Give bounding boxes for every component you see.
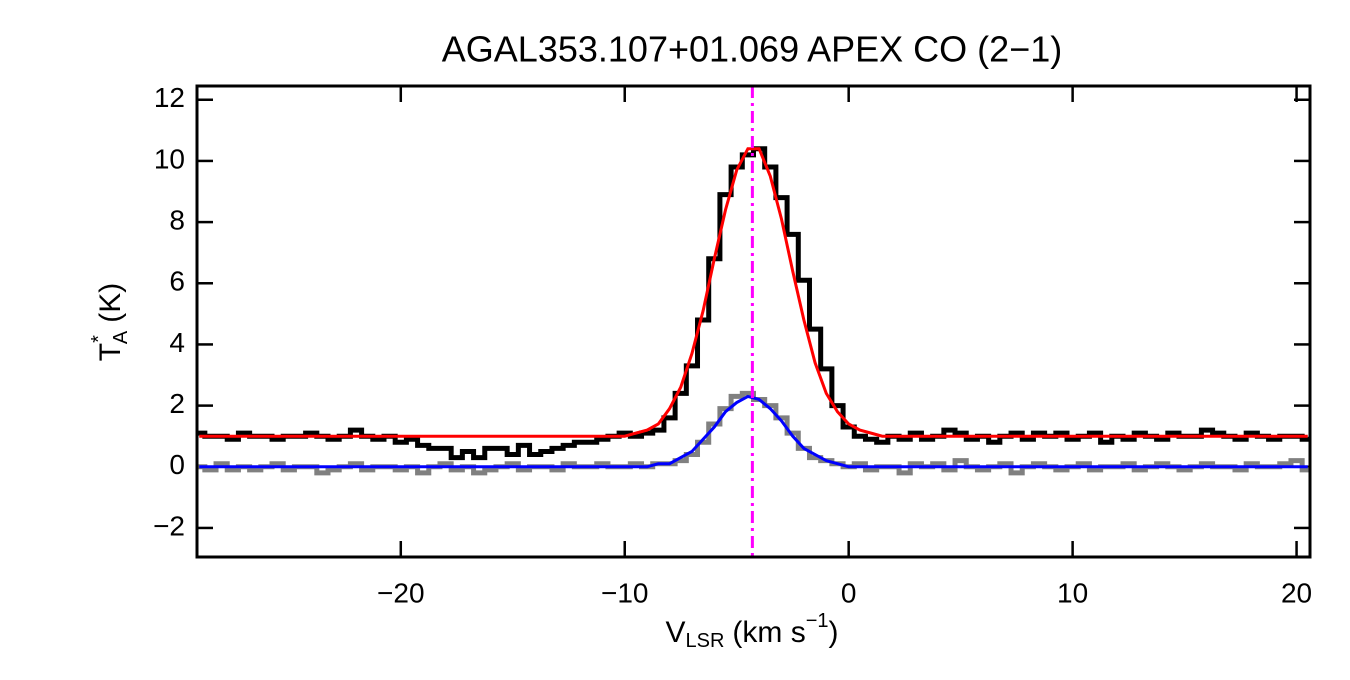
x-axis-label: VLSR (km s−1)	[665, 610, 838, 652]
y-tick-label: 4	[169, 327, 185, 358]
chart-title: AGAL353.107+01.069 APEX CO (2−1)	[442, 29, 1062, 70]
x-label-sub: LSR	[685, 630, 724, 652]
x-tick-label: 0	[841, 577, 857, 608]
x-tick-label: 10	[1057, 577, 1088, 608]
y-tick-label: 6	[169, 266, 185, 297]
y-tick-label: 0	[169, 449, 185, 480]
y-tick-label: 8	[169, 204, 185, 235]
y-label-unit: (K)	[94, 283, 127, 323]
x-tick-label: −10	[601, 577, 649, 608]
plot-frame	[195, 84, 1312, 559]
y-axis-label: T*A (K)	[88, 283, 132, 361]
x-tick-label: 20	[1281, 577, 1312, 608]
x-label-unit: (km s	[732, 616, 805, 649]
y-tick-label: −2	[153, 510, 185, 541]
x-label-sup: −1	[806, 610, 829, 632]
x-label-close: )	[829, 616, 839, 649]
y-label-main: T	[94, 343, 127, 361]
x-tick-label: −20	[377, 577, 425, 608]
y-tick-label: 12	[154, 82, 185, 113]
y-tick-label: 2	[169, 388, 185, 419]
x-label-main: V	[665, 616, 685, 649]
y-tick-label: 10	[154, 143, 185, 174]
y-label-sub: A	[110, 330, 132, 344]
fit-line	[199, 147, 1308, 438]
y-label-sup: *	[88, 335, 110, 343]
